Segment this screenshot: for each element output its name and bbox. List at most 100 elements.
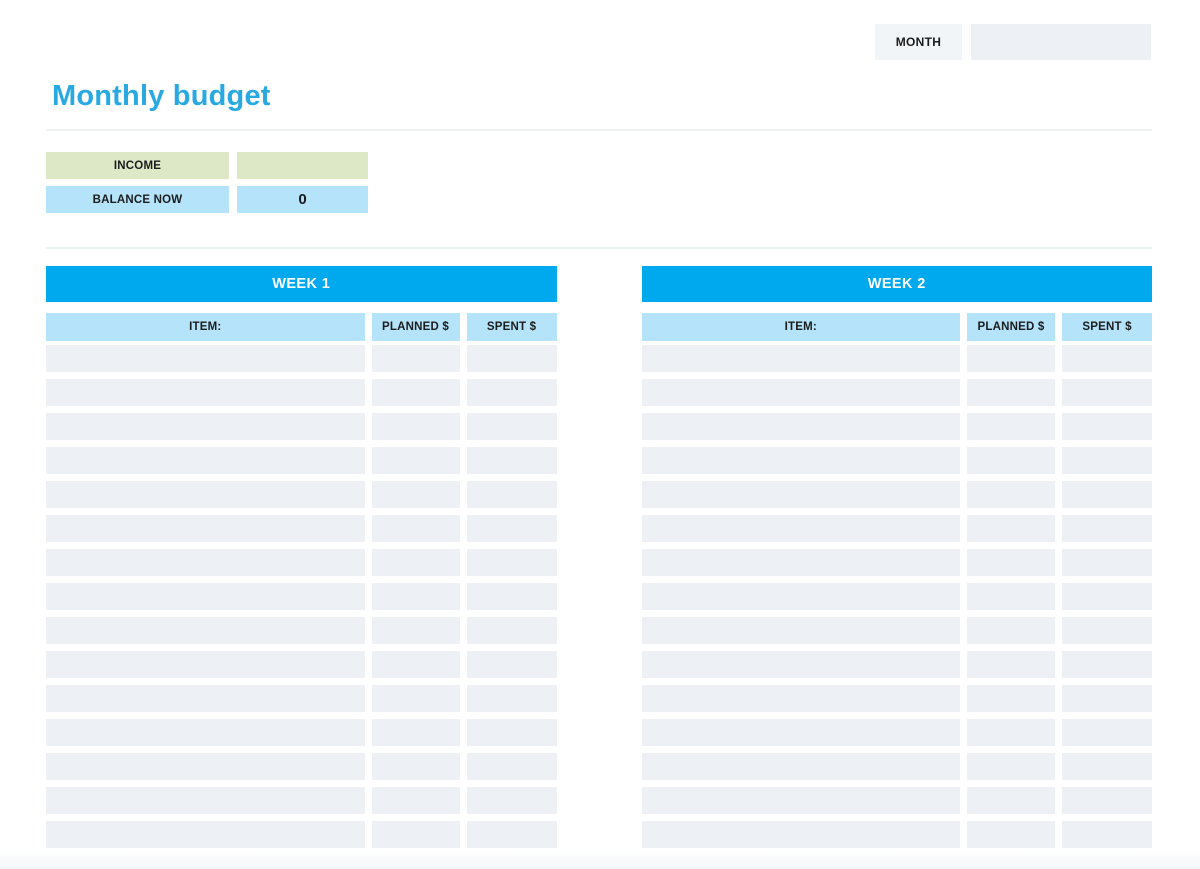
planned-cell[interactable] bbox=[967, 583, 1055, 610]
planned-cell[interactable] bbox=[371, 753, 460, 780]
planned-cell[interactable] bbox=[967, 719, 1055, 746]
spent-cell[interactable] bbox=[466, 617, 557, 644]
item-cell[interactable] bbox=[641, 685, 960, 712]
spent-cell[interactable] bbox=[1062, 583, 1152, 610]
planned-cell[interactable] bbox=[967, 515, 1055, 542]
spent-cell[interactable] bbox=[1062, 447, 1152, 474]
planned-cell[interactable] bbox=[371, 617, 460, 644]
item-cell[interactable] bbox=[641, 447, 960, 474]
spent-cell[interactable] bbox=[1062, 413, 1152, 440]
item-cell[interactable] bbox=[641, 753, 960, 780]
item-cell[interactable] bbox=[46, 787, 365, 814]
weeks-section: WEEK 1 ITEM: PLANNED $ SPENT $ WEEK 2 IT… bbox=[46, 266, 1152, 848]
item-cell[interactable] bbox=[641, 583, 960, 610]
item-cell[interactable] bbox=[641, 549, 960, 576]
planned-cell[interactable] bbox=[967, 651, 1055, 678]
spent-cell[interactable] bbox=[1062, 345, 1152, 372]
planned-cell[interactable] bbox=[967, 549, 1055, 576]
planned-column-header: PLANNED $ bbox=[371, 313, 460, 341]
week-1-table: WEEK 1 ITEM: PLANNED $ SPENT $ bbox=[46, 266, 557, 848]
spent-cell[interactable] bbox=[1062, 651, 1152, 678]
planned-cell[interactable] bbox=[967, 447, 1055, 474]
item-cell[interactable] bbox=[641, 379, 960, 406]
item-cell[interactable] bbox=[46, 413, 365, 440]
item-cell[interactable] bbox=[46, 685, 365, 712]
spent-cell[interactable] bbox=[466, 549, 557, 576]
planned-cell[interactable] bbox=[371, 345, 460, 372]
planned-cell[interactable] bbox=[967, 685, 1055, 712]
spent-cell[interactable] bbox=[1062, 821, 1152, 848]
spent-cell[interactable] bbox=[466, 685, 557, 712]
planned-cell[interactable] bbox=[371, 821, 460, 848]
item-cell[interactable] bbox=[46, 651, 365, 678]
spent-cell[interactable] bbox=[466, 753, 557, 780]
spent-cell[interactable] bbox=[466, 481, 557, 508]
item-cell[interactable] bbox=[46, 549, 365, 576]
spent-cell[interactable] bbox=[1062, 481, 1152, 508]
income-value-cell[interactable] bbox=[237, 152, 368, 179]
planned-cell[interactable] bbox=[967, 787, 1055, 814]
spent-cell[interactable] bbox=[1062, 685, 1152, 712]
planned-cell[interactable] bbox=[371, 481, 460, 508]
spent-cell[interactable] bbox=[1062, 719, 1152, 746]
planned-cell[interactable] bbox=[371, 685, 460, 712]
planned-cell[interactable] bbox=[371, 719, 460, 746]
item-cell[interactable] bbox=[46, 583, 365, 610]
spent-cell[interactable] bbox=[466, 413, 557, 440]
planned-cell[interactable] bbox=[371, 787, 460, 814]
spent-cell[interactable] bbox=[1062, 379, 1152, 406]
spent-cell[interactable] bbox=[466, 379, 557, 406]
planned-cell[interactable] bbox=[371, 583, 460, 610]
spent-cell[interactable] bbox=[1062, 787, 1152, 814]
table-row bbox=[46, 447, 557, 474]
item-cell[interactable] bbox=[641, 651, 960, 678]
item-cell[interactable] bbox=[641, 345, 960, 372]
item-cell[interactable] bbox=[641, 617, 960, 644]
planned-cell[interactable] bbox=[371, 379, 460, 406]
planned-cell[interactable] bbox=[371, 515, 460, 542]
spent-cell[interactable] bbox=[1062, 549, 1152, 576]
planned-cell[interactable] bbox=[371, 413, 460, 440]
item-cell[interactable] bbox=[641, 787, 960, 814]
item-cell[interactable] bbox=[641, 413, 960, 440]
spent-cell[interactable] bbox=[466, 447, 557, 474]
planned-cell[interactable] bbox=[967, 379, 1055, 406]
planned-cell[interactable] bbox=[967, 617, 1055, 644]
planned-cell[interactable] bbox=[967, 481, 1055, 508]
item-cell[interactable] bbox=[46, 481, 365, 508]
item-cell[interactable] bbox=[641, 719, 960, 746]
item-cell[interactable] bbox=[46, 821, 365, 848]
item-cell[interactable] bbox=[46, 753, 365, 780]
item-cell[interactable] bbox=[641, 515, 960, 542]
spent-cell[interactable] bbox=[466, 719, 557, 746]
table-row bbox=[46, 583, 557, 610]
table-row bbox=[46, 685, 557, 712]
spent-cell[interactable] bbox=[466, 515, 557, 542]
spent-cell[interactable] bbox=[466, 821, 557, 848]
item-cell[interactable] bbox=[46, 719, 365, 746]
planned-cell[interactable] bbox=[371, 651, 460, 678]
planned-cell[interactable] bbox=[967, 753, 1055, 780]
spent-cell[interactable] bbox=[1062, 515, 1152, 542]
item-cell[interactable] bbox=[46, 617, 365, 644]
table-row bbox=[641, 345, 1152, 372]
spent-cell[interactable] bbox=[1062, 753, 1152, 780]
planned-cell[interactable] bbox=[967, 413, 1055, 440]
item-cell[interactable] bbox=[46, 515, 365, 542]
item-cell[interactable] bbox=[46, 379, 365, 406]
spent-cell[interactable] bbox=[1062, 617, 1152, 644]
planned-cell[interactable] bbox=[371, 549, 460, 576]
item-cell[interactable] bbox=[46, 345, 365, 372]
spent-cell[interactable] bbox=[466, 583, 557, 610]
balance-now-value-cell[interactable]: 0 bbox=[237, 186, 368, 213]
item-cell[interactable] bbox=[641, 481, 960, 508]
spent-cell[interactable] bbox=[466, 787, 557, 814]
spent-cell[interactable] bbox=[466, 651, 557, 678]
planned-cell[interactable] bbox=[371, 447, 460, 474]
month-value-cell[interactable] bbox=[971, 24, 1151, 60]
planned-cell[interactable] bbox=[967, 821, 1055, 848]
spent-cell[interactable] bbox=[466, 345, 557, 372]
item-cell[interactable] bbox=[641, 821, 960, 848]
item-cell[interactable] bbox=[46, 447, 365, 474]
planned-cell[interactable] bbox=[967, 345, 1055, 372]
